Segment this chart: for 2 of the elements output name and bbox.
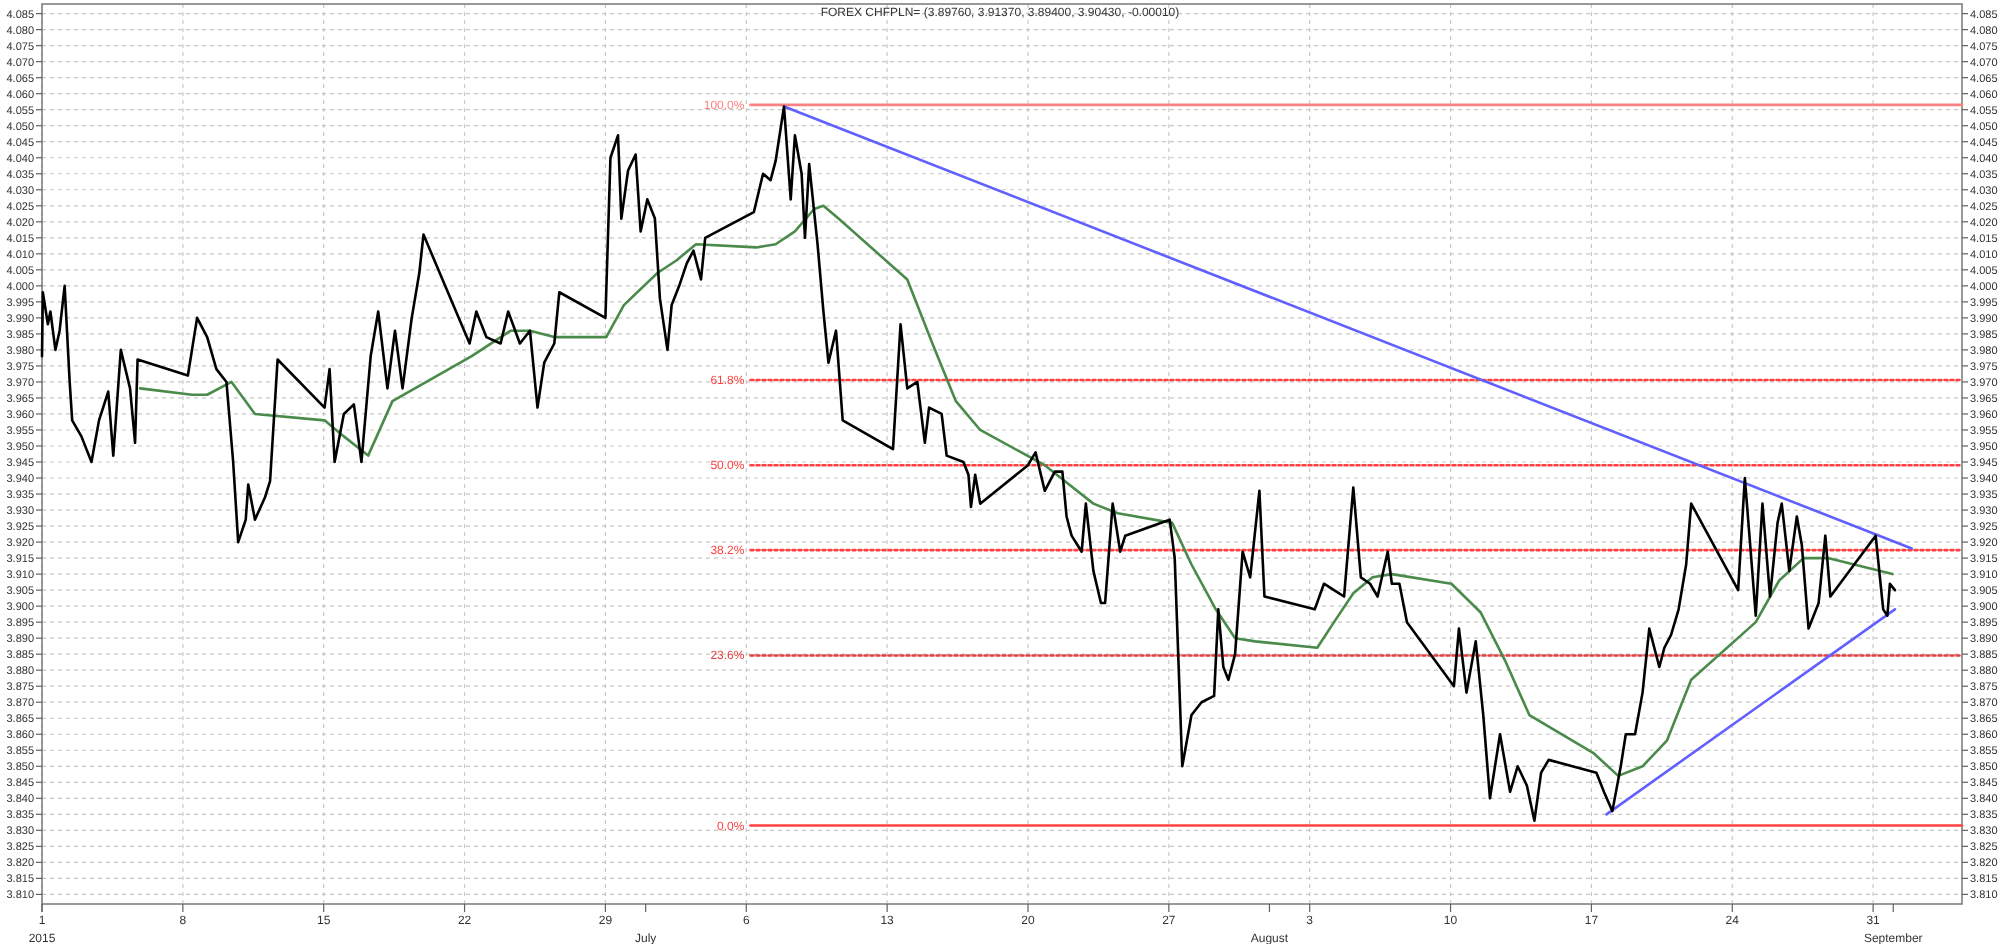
- line-series: [40, 105, 1897, 823]
- line-series: [138, 204, 1894, 778]
